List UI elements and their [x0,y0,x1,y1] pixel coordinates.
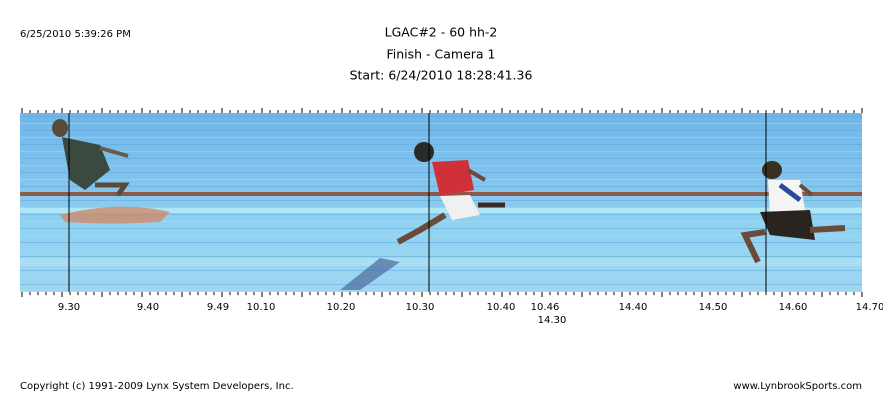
stripe [20,144,862,145]
time-scale [21,108,863,297]
timestamp: 6/25/2010 5:39:26 PM [20,29,131,40]
time-label: 9.30 [58,302,80,313]
finish-photo [20,113,862,292]
time-label: 14.70 [856,302,883,313]
stripe [20,270,862,271]
stripe [20,130,862,131]
stripe [20,207,862,208]
stripe [20,291,862,292]
stripe [20,284,862,285]
runner [740,161,846,264]
stripe [20,158,862,159]
time-label: 10.10 [247,302,276,313]
time-label: 10.20 [327,302,356,313]
time-label: 10.46 [531,302,560,313]
time-label: 9.40 [137,302,159,313]
stripe [20,277,862,278]
time-label: 10.40 [487,302,516,313]
stripe [20,242,862,243]
copyright: Copyright (c) 1991-2009 Lynx System Deve… [20,381,294,392]
time-label: 14.50 [699,302,728,313]
stripe [20,200,862,201]
stripe [20,228,862,229]
runner [30,119,170,265]
stripe [20,235,862,236]
stripe [20,221,862,222]
time-label: 14.60 [779,302,808,313]
start-time: Start: 6/24/2010 18:28:41.36 [350,68,533,83]
subtitle: Finish - Camera 1 [386,47,495,62]
time-label: 14.30 [538,315,567,326]
title: LGAC#2 - 60 hh-2 [385,25,498,40]
stripe [20,151,862,152]
time-labels: 9.30 9.40 9.49 10.10 10.20 10.30 10.40 10.46 14.… [58,302,883,313]
website: www.LynbrookSports.com [733,381,862,392]
time-label: 9.49 [207,302,229,313]
time-label: 10.30 [406,302,435,313]
stripe [20,123,862,124]
stripe [20,116,862,117]
stripe [20,256,862,257]
time-label: 14.40 [619,302,648,313]
stripe [20,137,862,138]
stripe [20,249,862,250]
track-band [20,208,862,213]
track-band [20,258,862,266]
